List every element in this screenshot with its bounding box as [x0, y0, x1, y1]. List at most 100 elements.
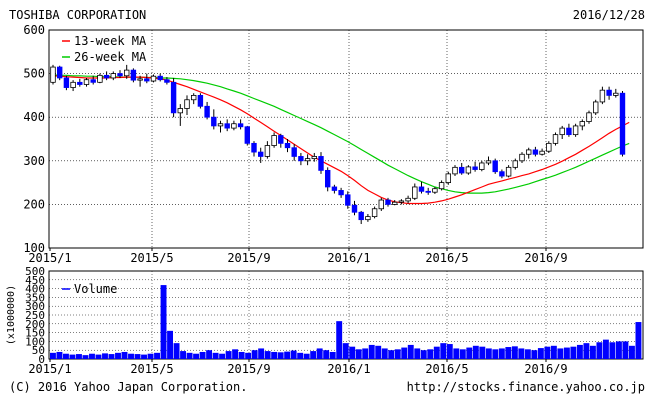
volume-bar	[167, 330, 174, 359]
candle-body	[150, 75, 157, 82]
volume-bar	[251, 350, 258, 359]
candle-body	[412, 186, 418, 199]
candle	[117, 70, 123, 78]
volume-bar	[453, 348, 460, 359]
volume-bar	[394, 349, 401, 359]
candle	[124, 64, 130, 79]
candle	[391, 200, 398, 206]
candle	[144, 73, 150, 84]
volume-y-tick-label: 150	[25, 327, 45, 340]
volume-bar	[290, 350, 297, 359]
volume-bar	[115, 352, 121, 359]
volume-bar	[505, 347, 512, 359]
volume-bar	[134, 354, 141, 359]
volume-bar	[108, 354, 115, 359]
volume-bar	[303, 353, 310, 359]
price-y-tick-label: 200	[23, 197, 45, 211]
volume-bar	[342, 343, 349, 359]
candle	[539, 148, 545, 156]
candle-body	[204, 105, 210, 118]
price-x-tick-label: 2015/1	[28, 251, 71, 265]
volume-bar	[615, 341, 622, 359]
volume-y-tick-label: 200	[25, 318, 45, 331]
price-x-tick-label: 2015/5	[130, 251, 173, 265]
volume-bar	[89, 353, 95, 359]
candle-body	[251, 142, 257, 153]
volume-bar	[219, 353, 226, 359]
volume-bar	[121, 351, 128, 359]
candle	[338, 187, 344, 198]
volume-bar	[401, 347, 408, 359]
candle	[579, 119, 585, 131]
legend-ma26-label: 26-week MA	[74, 50, 147, 64]
candle	[566, 123, 572, 137]
candle-body	[492, 160, 498, 173]
volume-bar	[550, 345, 557, 359]
volume-bar	[355, 349, 362, 359]
candle-body	[613, 92, 619, 96]
candle-body	[512, 160, 518, 168]
candle-body	[338, 190, 344, 196]
candle-body	[90, 79, 96, 83]
candle	[546, 141, 552, 153]
candle	[532, 146, 539, 157]
candle	[358, 210, 364, 225]
candle	[264, 141, 271, 159]
candle-body	[50, 66, 56, 83]
candle	[458, 162, 465, 175]
volume-bar	[128, 353, 134, 359]
candle	[284, 139, 291, 153]
volume-y-tick-label: 0	[38, 353, 45, 366]
candle-body	[164, 79, 170, 83]
legend-ma13: 13-week MA	[62, 34, 147, 48]
volume-bar	[381, 348, 388, 359]
candle	[365, 213, 371, 222]
volume-y-tick-label: 500	[25, 265, 45, 278]
candle	[613, 88, 619, 98]
volume-bar	[173, 343, 180, 359]
volume-bar	[180, 351, 187, 359]
candle	[211, 109, 217, 130]
volume-bar	[63, 353, 69, 359]
candle-body	[505, 166, 512, 177]
volume-bar	[583, 343, 590, 359]
candle	[204, 101, 210, 120]
candle-body	[485, 160, 492, 164]
candle	[237, 119, 244, 130]
candle-body	[197, 95, 204, 107]
volume-bar	[498, 348, 505, 359]
candle	[526, 147, 532, 159]
candle	[405, 195, 411, 204]
candle	[418, 181, 425, 194]
volume-bar	[596, 342, 603, 359]
candle	[57, 65, 63, 81]
candle	[77, 78, 83, 87]
legend-volume: Volume	[62, 282, 117, 296]
volume-bar	[635, 322, 642, 359]
candle-body	[546, 142, 552, 152]
candle	[371, 206, 378, 219]
volume-bar	[576, 344, 583, 359]
candle-body	[566, 127, 572, 136]
volume-bar	[492, 349, 499, 359]
volume-bar	[76, 354, 82, 359]
candle	[345, 191, 351, 209]
candle-body	[358, 211, 364, 221]
candle	[619, 91, 626, 157]
candle-body	[57, 66, 63, 79]
candle-body	[311, 156, 317, 160]
ma26-line	[52, 74, 630, 194]
candle-body	[425, 190, 431, 193]
candle	[499, 169, 505, 179]
candle-body	[385, 199, 391, 205]
candle-body	[211, 116, 217, 127]
candle	[110, 71, 116, 81]
price-y-tick-label: 500	[23, 67, 45, 81]
volume-axis-label: (x1000000)	[6, 285, 17, 345]
volume-bar	[199, 351, 206, 359]
volume-y-tick-label: 250	[25, 309, 45, 322]
candle	[157, 73, 163, 82]
candle-body	[391, 201, 398, 205]
candle	[318, 152, 324, 174]
candle-body	[572, 125, 579, 136]
